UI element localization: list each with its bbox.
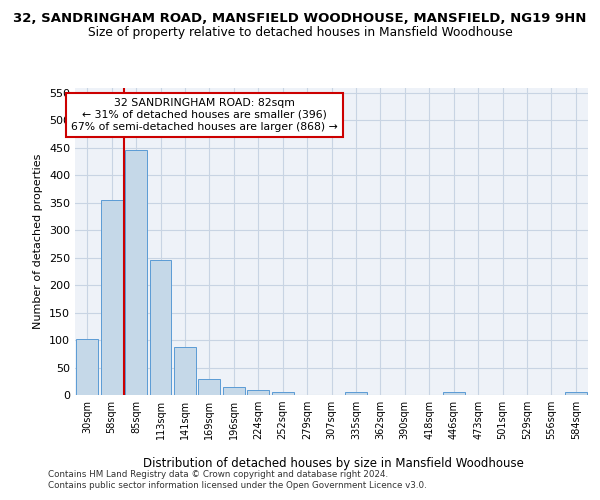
Bar (345, 392, 367, 395)
Text: Contains HM Land Registry data © Crown copyright and database right 2024.: Contains HM Land Registry data © Crown c… (48, 470, 388, 479)
Text: Contains public sector information licensed under the Open Government Licence v3: Contains public sector information licen… (48, 481, 427, 490)
Y-axis label: Number of detached properties: Number of detached properties (34, 154, 43, 329)
Bar (443, 392, 464, 395)
Bar (272, 392, 293, 395)
Bar (125, 150, 147, 395)
Bar (199, 378, 220, 395)
Text: Distribution of detached houses by size in Mansfield Woodhouse: Distribution of detached houses by size … (143, 458, 523, 470)
Bar (565, 392, 587, 395)
Text: 32 SANDRINGHAM ROAD: 82sqm
← 31% of detached houses are smaller (396)
67% of sem: 32 SANDRINGHAM ROAD: 82sqm ← 31% of deta… (71, 98, 338, 132)
Text: 32, SANDRINGHAM ROAD, MANSFIELD WOODHOUSE, MANSFIELD, NG19 9HN: 32, SANDRINGHAM ROAD, MANSFIELD WOODHOUS… (13, 12, 587, 26)
Text: Size of property relative to detached houses in Mansfield Woodhouse: Size of property relative to detached ho… (88, 26, 512, 39)
Bar (149, 260, 172, 395)
Bar (247, 390, 269, 395)
Bar (223, 388, 245, 395)
Bar (174, 346, 196, 395)
Bar (101, 200, 122, 395)
Bar (76, 339, 98, 395)
